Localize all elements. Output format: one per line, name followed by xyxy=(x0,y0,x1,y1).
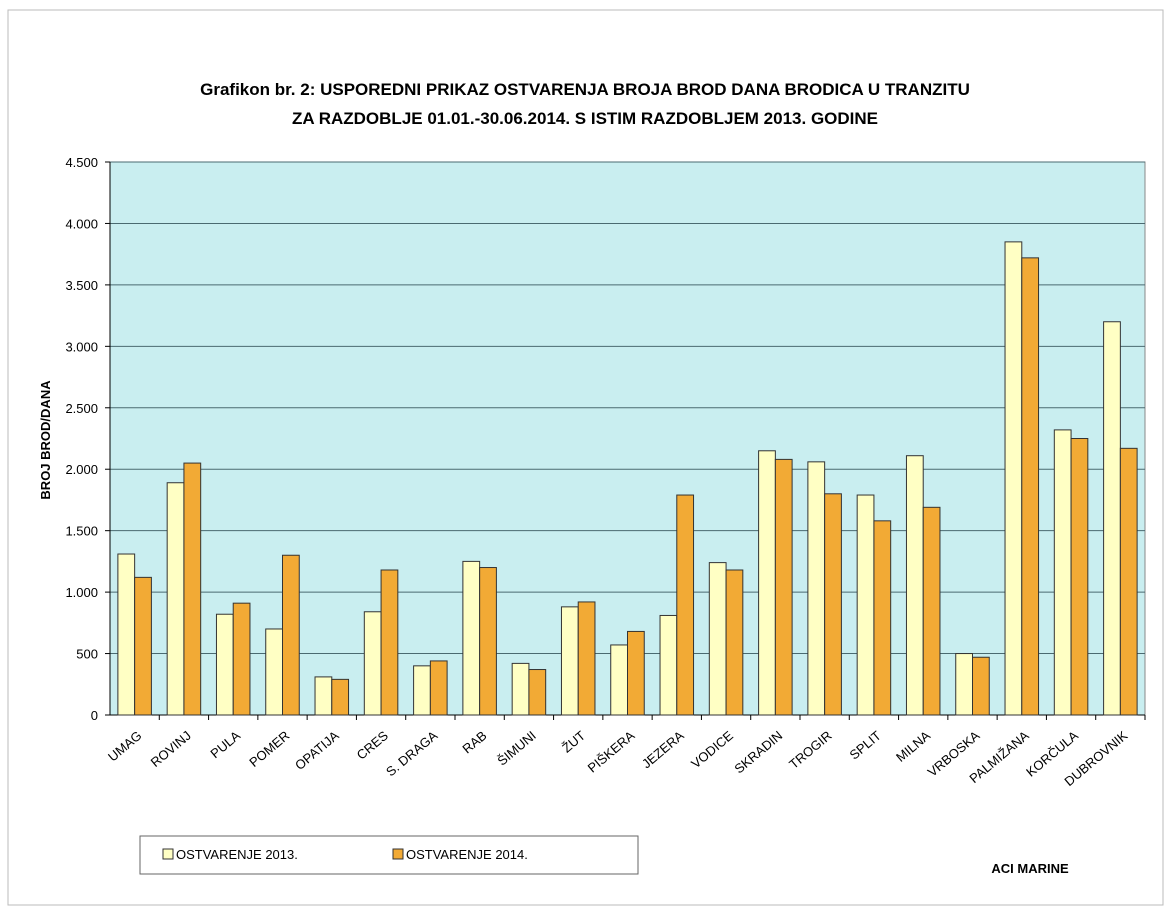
x-tick-label: S. DRAGA xyxy=(383,728,440,780)
legend xyxy=(139,835,639,875)
bar xyxy=(232,602,251,716)
bar xyxy=(659,614,678,716)
x-tick-label: CRES xyxy=(354,728,392,763)
x-tick-label: ROVINJ xyxy=(148,728,194,770)
bar xyxy=(215,613,234,716)
annotation: ACI MARINE xyxy=(991,861,1069,876)
y-tick-label: 1.000 xyxy=(65,585,98,600)
y-tick-label: 0 xyxy=(91,708,98,723)
legend-swatch xyxy=(392,848,404,860)
x-tick-label: VODICE xyxy=(688,728,736,772)
bar xyxy=(610,644,629,716)
bar xyxy=(955,653,974,716)
bar xyxy=(528,669,547,716)
y-tick-label: 2.500 xyxy=(65,401,98,416)
bar xyxy=(462,560,481,716)
bar xyxy=(627,630,645,716)
bar xyxy=(1119,447,1138,716)
bar xyxy=(429,660,448,716)
y-tick-label: 3.000 xyxy=(65,339,98,354)
bar xyxy=(1004,241,1023,716)
x-tick-label: POMER xyxy=(246,728,292,770)
legend-swatch xyxy=(162,848,174,860)
bar xyxy=(265,628,284,716)
x-tick-label: MILNA xyxy=(893,728,933,765)
bar xyxy=(331,678,350,716)
bar xyxy=(824,493,842,716)
legend-label: OSTVARENJE 2014. xyxy=(406,847,528,862)
x-tick-label: ŽUT xyxy=(559,728,588,756)
bar xyxy=(676,494,695,716)
bar xyxy=(873,520,892,716)
x-tick-label: OPATIJA xyxy=(292,728,342,773)
bar xyxy=(905,455,924,716)
bar xyxy=(725,569,744,716)
chart-subtitle: ZA RAZDOBLJE 01.01.-30.06.2014. S ISTIM … xyxy=(292,109,878,128)
frame xyxy=(7,9,1164,906)
bar xyxy=(577,601,596,716)
x-tick-label: ŠIMUNI xyxy=(494,728,538,769)
bar xyxy=(314,676,333,716)
bar xyxy=(134,576,152,716)
bar xyxy=(758,450,776,716)
bar xyxy=(1053,429,1072,716)
x-tick-label: JEZERA xyxy=(639,728,687,772)
bar xyxy=(511,662,530,716)
bar xyxy=(479,567,497,716)
bar xyxy=(1070,438,1089,716)
bar xyxy=(413,665,431,716)
bar xyxy=(363,611,382,716)
bar xyxy=(560,606,579,716)
bar xyxy=(282,554,300,716)
y-tick-label: 4.000 xyxy=(65,216,98,231)
y-tick-label: 4.500 xyxy=(65,155,98,170)
x-tick-label: SPLIT xyxy=(847,728,884,763)
y-tick-label: 2.000 xyxy=(65,462,98,477)
bar xyxy=(166,482,185,716)
y-tick-label: 1.500 xyxy=(65,524,98,539)
legend-label: OSTVARENJE 2013. xyxy=(176,847,298,862)
x-tick-label: PULA xyxy=(207,728,243,762)
x-tick-label: SKRADIN xyxy=(731,728,785,777)
bar xyxy=(380,569,399,716)
bar xyxy=(807,461,826,716)
chart-title: Grafikon br. 2: USPOREDNI PRIKAZ OSTVARE… xyxy=(200,80,970,99)
bar xyxy=(774,458,793,716)
bar xyxy=(708,562,727,716)
x-tick-label: UMAG xyxy=(105,728,145,765)
bar xyxy=(856,494,875,716)
y-tick-label: 3.500 xyxy=(65,278,98,293)
x-tick-label: RAB xyxy=(459,728,489,757)
y-tick-label: 500 xyxy=(76,647,98,662)
bar xyxy=(183,462,202,716)
x-tick-label: TROGIR xyxy=(786,728,834,772)
y-axis-label: BROJ BROD/DANA xyxy=(38,380,53,500)
bar xyxy=(972,656,990,716)
x-tick-label: PIŠKERA xyxy=(585,728,638,776)
bar xyxy=(117,553,136,716)
bar xyxy=(1021,257,1040,716)
bar xyxy=(1103,321,1121,716)
bar xyxy=(922,506,941,716)
